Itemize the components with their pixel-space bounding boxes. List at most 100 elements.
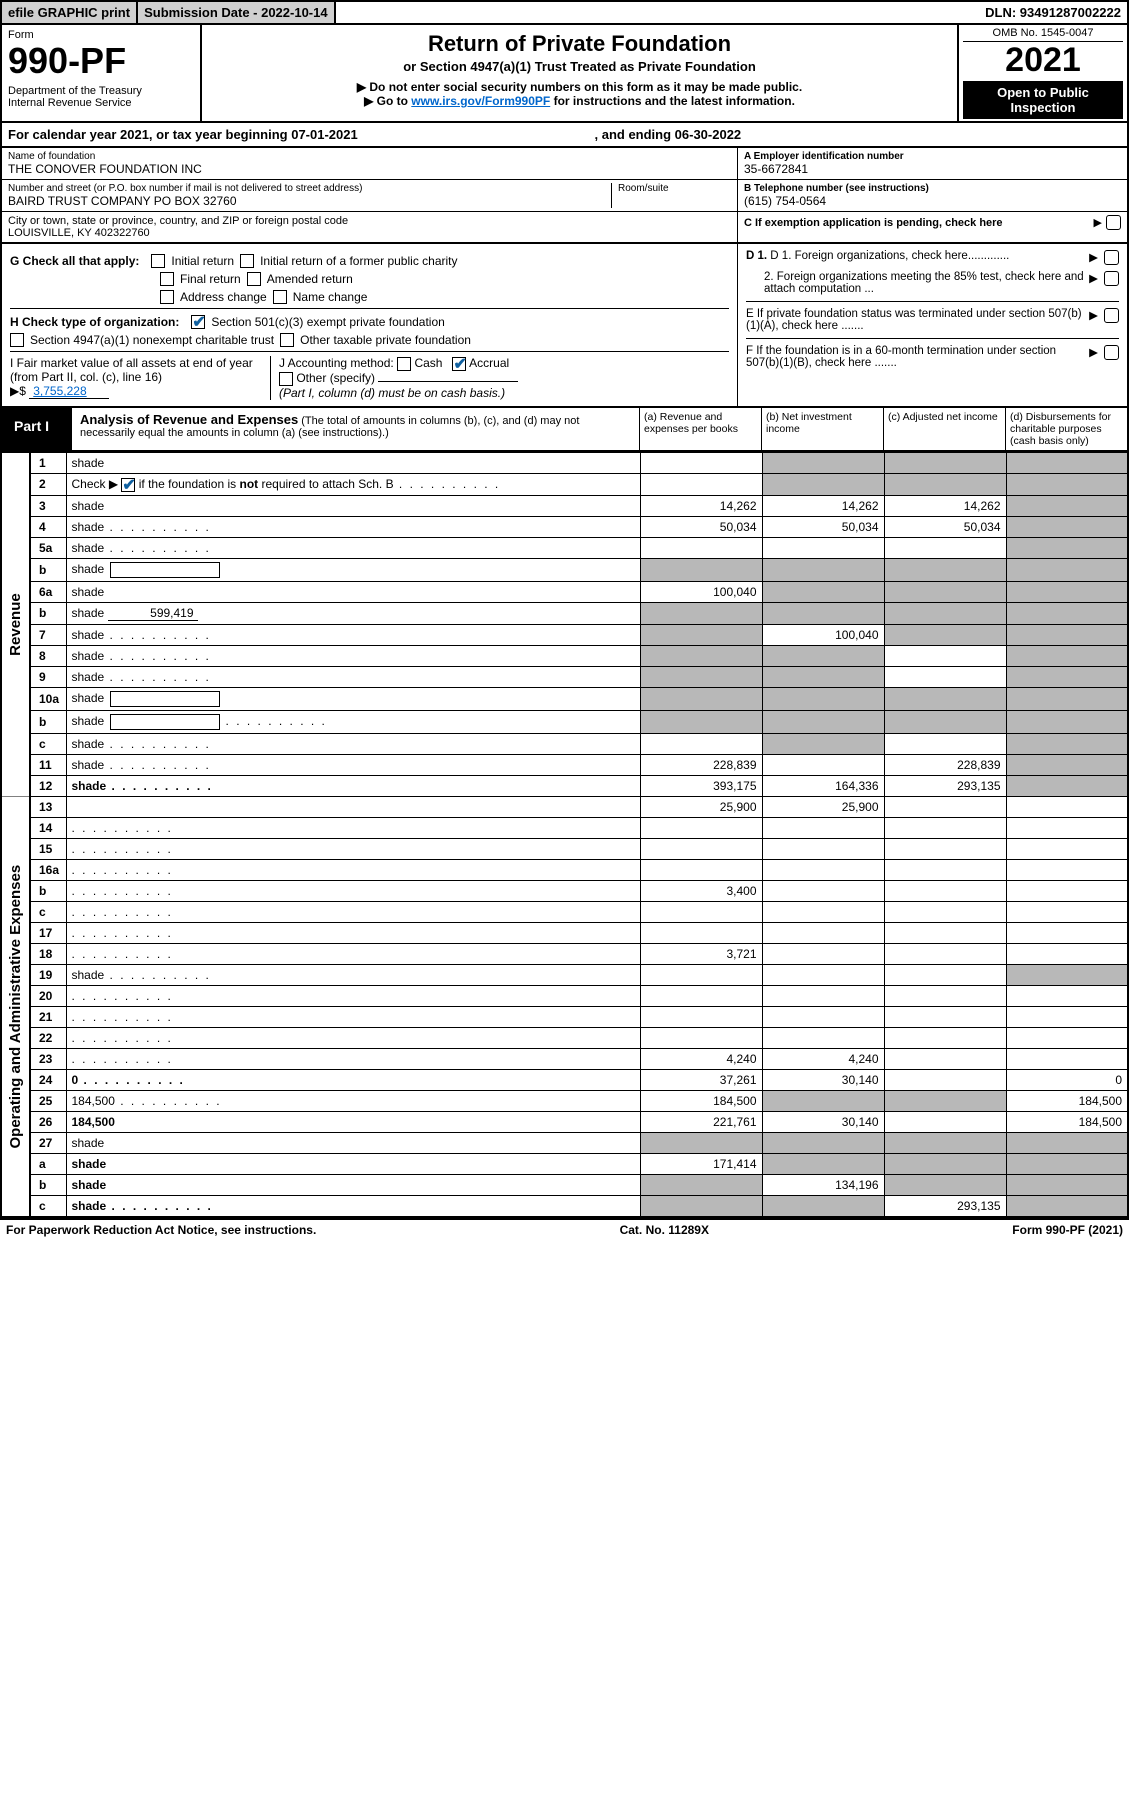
part1-col-headers: (a) Revenue and expenses per books (b) N… xyxy=(639,408,1127,450)
line-number: 25 xyxy=(30,1090,66,1111)
amount-cell-shaded xyxy=(884,1132,1006,1153)
amount-cell-shaded xyxy=(1006,474,1128,496)
amount-cell-shaded xyxy=(1006,1153,1128,1174)
efile-print-button[interactable]: efile GRAPHIC print xyxy=(2,2,138,23)
inline-input-box[interactable] xyxy=(110,562,220,578)
i-block: I Fair market value of all assets at end… xyxy=(10,356,270,400)
amount-cell-shaded xyxy=(1006,624,1128,645)
i-prefix: ▶$ xyxy=(10,384,26,398)
amount-cell xyxy=(884,1069,1006,1090)
line-number: a xyxy=(30,1153,66,1174)
table-row: 14 xyxy=(1,817,1128,838)
line-description xyxy=(66,1027,640,1048)
amount-cell: 25,900 xyxy=(762,796,884,817)
amount-cell-shaded xyxy=(762,733,884,754)
line-description: shade xyxy=(66,558,640,581)
table-row: ashade171,414 xyxy=(1,1153,1128,1174)
line-description: shade xyxy=(66,1153,640,1174)
d1-checkbox[interactable] xyxy=(1104,250,1119,265)
note2-post: for instructions and the latest informat… xyxy=(550,94,795,108)
line-description: shade xyxy=(66,964,640,985)
form-header: Form 990-PF Department of the Treasury I… xyxy=(0,25,1129,123)
h-4947-checkbox[interactable] xyxy=(10,333,24,347)
ein-label: A Employer identification number xyxy=(744,151,1121,162)
amount-cell-shaded xyxy=(1006,1195,1128,1217)
j-cash-checkbox[interactable] xyxy=(397,357,411,371)
line-description: shade xyxy=(66,775,640,796)
table-row: cshade xyxy=(1,733,1128,754)
line-number: 12 xyxy=(30,775,66,796)
inline-input-box[interactable] xyxy=(110,714,220,730)
checks-right: D 1. D 1. Foreign organizations, check h… xyxy=(737,244,1127,406)
amount-cell xyxy=(640,1006,762,1027)
line-description xyxy=(66,922,640,943)
amount-cell xyxy=(884,985,1006,1006)
amount-cell xyxy=(640,537,762,558)
exemption-pending-checkbox[interactable] xyxy=(1106,215,1121,230)
arrow-icon: ▶ xyxy=(1089,345,1098,359)
note2-pre: ▶ Go to xyxy=(364,94,411,108)
f-checkbox[interactable] xyxy=(1104,345,1119,360)
d1-row: D 1. D 1. Foreign organizations, check h… xyxy=(746,250,1119,265)
amount-cell-shaded xyxy=(640,1195,762,1217)
part1-title: Analysis of Revenue and Expenses xyxy=(80,412,298,427)
amount-cell xyxy=(1006,901,1128,922)
g-check-row-2: Final return Amended return xyxy=(10,272,729,286)
amount-cell-shaded xyxy=(762,710,884,733)
foundation-name-label: Name of foundation xyxy=(8,151,731,162)
amount-cell-shaded xyxy=(1006,710,1128,733)
amount-cell: 228,839 xyxy=(640,754,762,775)
form-instructions-link[interactable]: www.irs.gov/Form990PF xyxy=(411,94,550,108)
amount-cell-shaded xyxy=(1006,602,1128,624)
g-amended-return-checkbox[interactable] xyxy=(247,272,261,286)
schb-checkbox[interactable] xyxy=(121,478,135,492)
open-line1: Open to Public xyxy=(965,85,1121,100)
g-final-return-checkbox[interactable] xyxy=(160,272,174,286)
amount-cell xyxy=(762,1027,884,1048)
amount-cell-shaded xyxy=(1006,754,1128,775)
g-opt-4: Address change xyxy=(180,290,267,304)
line-number: 22 xyxy=(30,1027,66,1048)
amount-cell xyxy=(884,1111,1006,1132)
amount-cell: 184,500 xyxy=(1006,1090,1128,1111)
line-number: 24 xyxy=(30,1069,66,1090)
h-501c3-checkbox[interactable] xyxy=(191,315,205,329)
e-checkbox[interactable] xyxy=(1104,308,1119,323)
amount-cell xyxy=(762,922,884,943)
g-address-change-checkbox[interactable] xyxy=(160,290,174,304)
table-row: c xyxy=(1,901,1128,922)
line-number: 8 xyxy=(30,645,66,666)
table-row: 19shade xyxy=(1,964,1128,985)
g-initial-return-checkbox[interactable] xyxy=(151,254,165,268)
dept-treasury: Department of the Treasury xyxy=(8,85,194,97)
dept-irs: Internal Revenue Service xyxy=(8,97,194,109)
i-fmv-value[interactable]: 3,755,228 xyxy=(29,384,109,399)
amount-cell xyxy=(884,901,1006,922)
table-row: 22 xyxy=(1,1027,1128,1048)
g-initial-former-checkbox[interactable] xyxy=(240,254,254,268)
h-check-row-2: Section 4947(a)(1) nonexempt charitable … xyxy=(10,333,729,347)
j-accrual-checkbox[interactable] xyxy=(452,357,466,371)
amount-cell xyxy=(762,537,884,558)
amount-cell-shaded xyxy=(1006,495,1128,516)
line-number: 7 xyxy=(30,624,66,645)
g-lead: G Check all that apply: xyxy=(10,254,139,268)
line-number: 1 xyxy=(30,453,66,474)
g-name-change-checkbox[interactable] xyxy=(273,290,287,304)
inline-input-box[interactable] xyxy=(110,691,220,707)
room-suite-label: Room/suite xyxy=(618,183,731,194)
amount-cell-shaded xyxy=(1006,516,1128,537)
amount-cell-shaded xyxy=(1006,775,1128,796)
h-other-taxable-checkbox[interactable] xyxy=(280,333,294,347)
amount-cell: 184,500 xyxy=(640,1090,762,1111)
amount-cell-shaded xyxy=(640,687,762,710)
line-description xyxy=(66,1048,640,1069)
table-row: 15 xyxy=(1,838,1128,859)
form-note-2: ▶ Go to www.irs.gov/Form990PF for instru… xyxy=(208,94,951,108)
table-row: 24037,26130,1400 xyxy=(1,1069,1128,1090)
checks-section: G Check all that apply: Initial return I… xyxy=(0,244,1129,408)
amount-cell-shaded xyxy=(640,645,762,666)
d2-checkbox[interactable] xyxy=(1104,271,1119,286)
j-other-checkbox[interactable] xyxy=(279,372,293,386)
line-number: 4 xyxy=(30,516,66,537)
